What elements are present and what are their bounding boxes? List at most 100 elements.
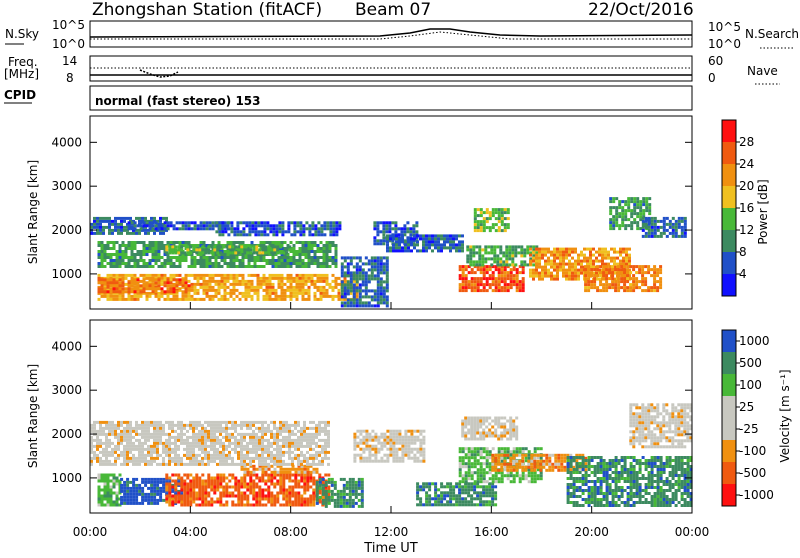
data-cell xyxy=(177,463,180,466)
data-cell xyxy=(329,295,332,298)
data-cell xyxy=(222,504,225,507)
data-cell xyxy=(308,274,311,277)
data-cell xyxy=(204,495,207,498)
data-cell xyxy=(224,280,227,283)
data-cell xyxy=(608,271,611,274)
data-cell xyxy=(189,442,192,445)
data-cell xyxy=(647,289,650,292)
data-cell xyxy=(162,463,165,466)
data-cell xyxy=(316,487,319,490)
data-cell xyxy=(164,227,167,230)
data-cell xyxy=(294,454,297,457)
data-cell xyxy=(657,226,660,229)
data-cell xyxy=(365,262,368,265)
data-cell xyxy=(347,289,350,292)
data-cell xyxy=(273,501,276,504)
data-cell xyxy=(293,230,296,233)
data-cell xyxy=(630,209,633,212)
data-cell xyxy=(299,230,302,233)
data-cell xyxy=(335,230,338,233)
data-cell xyxy=(183,448,186,451)
data-cell xyxy=(303,486,306,489)
data-cell xyxy=(301,468,304,471)
data-cell xyxy=(371,262,374,265)
data-cell xyxy=(233,230,236,233)
data-cell xyxy=(462,277,465,280)
data-cell xyxy=(176,274,179,277)
data-cell xyxy=(313,468,316,471)
data-cell xyxy=(335,224,338,227)
data-cell xyxy=(350,262,353,265)
data-cell xyxy=(523,254,526,257)
data-cell xyxy=(281,274,284,277)
data-cell xyxy=(126,448,129,451)
data-cell xyxy=(156,499,159,502)
data-cell xyxy=(499,257,502,260)
data-cell xyxy=(231,486,234,489)
data-cell xyxy=(225,463,228,466)
data-cell xyxy=(621,212,624,215)
data-cell xyxy=(314,256,317,259)
data-cell xyxy=(171,430,174,433)
data-cell xyxy=(469,248,472,251)
data-cell xyxy=(93,223,96,226)
data-cell xyxy=(114,451,117,454)
data-cell xyxy=(234,251,237,254)
data-cell xyxy=(194,259,197,262)
data-cell xyxy=(137,253,140,256)
data-cell xyxy=(323,244,326,247)
data-cell xyxy=(195,251,198,254)
data-cell xyxy=(254,221,257,224)
data-cell xyxy=(129,496,132,499)
data-cell xyxy=(332,227,335,230)
data-cell xyxy=(495,223,498,226)
data-cell xyxy=(132,478,135,481)
data-cell xyxy=(350,256,353,259)
data-cell xyxy=(162,427,165,430)
nsky-tick-bottom: 10^0 xyxy=(52,37,85,51)
data-cell xyxy=(538,278,541,281)
data-cell xyxy=(449,243,452,246)
data-cell xyxy=(317,274,320,277)
data-cell xyxy=(99,463,102,466)
data-cell xyxy=(140,274,143,277)
data-cell xyxy=(346,505,349,508)
data-cell xyxy=(612,224,615,227)
data-cell xyxy=(126,436,129,439)
data-cell xyxy=(147,496,150,499)
data-cell xyxy=(642,212,645,215)
data-cell xyxy=(291,463,294,466)
data-cell xyxy=(526,245,529,248)
data-cell xyxy=(282,430,285,433)
data-cell xyxy=(261,498,264,501)
data-cell xyxy=(156,481,159,484)
data-cell xyxy=(641,271,644,274)
data-cell xyxy=(325,505,328,508)
data-cell xyxy=(122,290,125,293)
data-cell xyxy=(174,474,177,477)
data-cell xyxy=(290,221,293,224)
freq-panel: Freq. [MHz] 14 8 60 0 Nave xyxy=(4,54,780,85)
data-cell xyxy=(622,260,625,263)
data-cell xyxy=(212,227,215,230)
data-cell xyxy=(299,262,302,265)
data-cell xyxy=(245,289,248,292)
data-cell xyxy=(129,451,132,454)
data-cell xyxy=(590,268,593,271)
data-cell xyxy=(123,502,126,505)
data-cell xyxy=(242,274,245,277)
data-cell xyxy=(621,200,624,203)
data-cell xyxy=(498,274,501,277)
data-cell xyxy=(595,257,598,260)
data-cell xyxy=(273,251,276,254)
data-cell xyxy=(311,262,314,265)
data-cell xyxy=(352,478,355,481)
data-cell xyxy=(113,284,116,287)
data-cell xyxy=(189,489,192,492)
data-cell xyxy=(311,221,314,224)
data-cell xyxy=(647,286,650,289)
data-cell xyxy=(144,217,147,220)
data-cell xyxy=(297,460,300,463)
data-cell xyxy=(440,234,443,237)
data-cell xyxy=(119,284,122,287)
